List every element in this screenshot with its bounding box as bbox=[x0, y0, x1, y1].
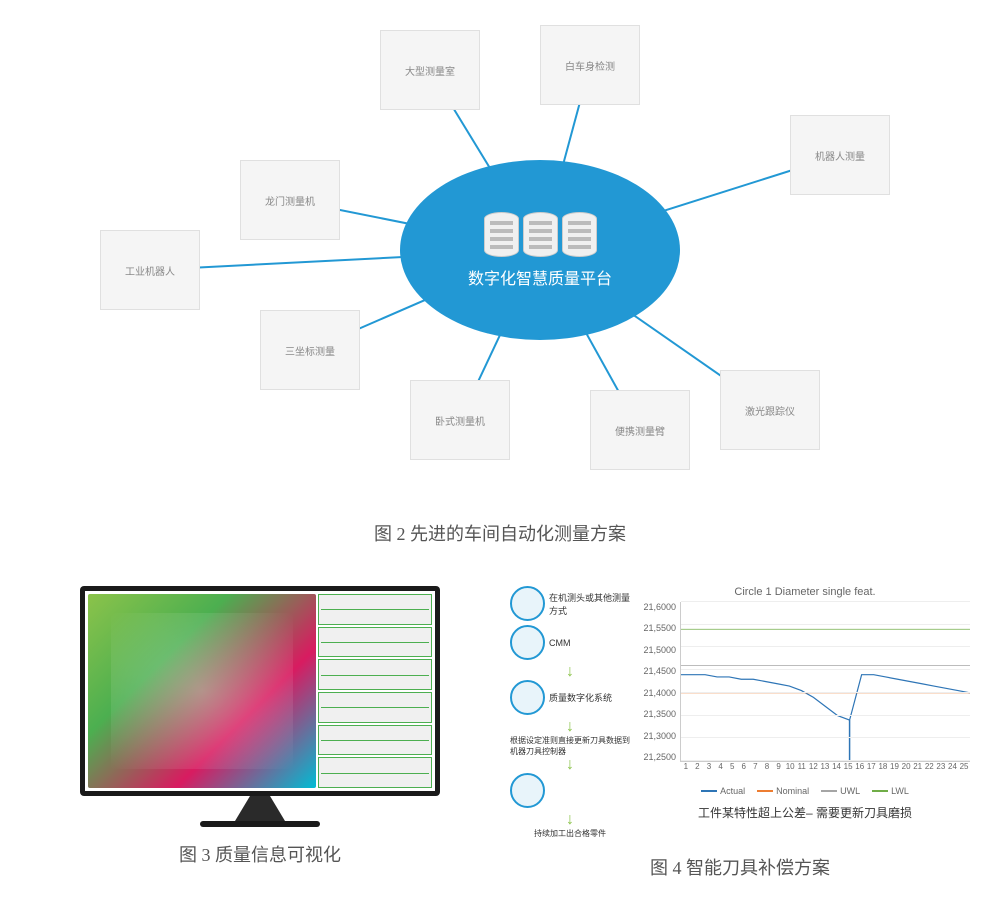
fig4-caption: 图 4 智能刀具补偿方案 bbox=[510, 854, 970, 880]
legend-item: UWL bbox=[821, 786, 860, 796]
x-axis: 1234567891011121314151617181920212223242… bbox=[680, 762, 970, 782]
flow-label-2: CMM bbox=[549, 638, 571, 648]
equipment-node: 便携测量臂 bbox=[590, 390, 690, 470]
server-icons bbox=[484, 212, 597, 257]
monitor bbox=[80, 586, 440, 826]
controller-icon bbox=[510, 773, 545, 808]
legend-item: LWL bbox=[872, 786, 909, 796]
equipment-node: 激光跟踪仪 bbox=[720, 370, 820, 450]
flow-label-4: 根据设定准则直接更新刀具数据到机器刀具控制器 bbox=[510, 735, 630, 757]
flow-label-1: 在机测头或其他测量方式 bbox=[549, 591, 630, 617]
probe-icon bbox=[510, 586, 545, 621]
y-axis: 21,250021,300021,350021,400021,450021,50… bbox=[640, 602, 680, 762]
flow-diagram: 在机测头或其他测量方式 CMM ↓ 质量数字化系统 ↓ 根据设定准则直接更新刀具… bbox=[510, 586, 630, 839]
fig3: 图 3 质量信息可视化 bbox=[30, 586, 490, 880]
flow-label-3: 质量数字化系统 bbox=[549, 691, 612, 704]
equipment-node: 大型测量室 bbox=[380, 30, 480, 110]
cmm-icon bbox=[510, 625, 545, 660]
legend-item: Nominal bbox=[757, 786, 809, 796]
equipment-node: 工业机器人 bbox=[100, 230, 200, 310]
hub: 数字化智慧质量平台 bbox=[400, 160, 680, 340]
legend: Actual Nominal UWL LWL bbox=[640, 786, 970, 796]
fig3-caption: 图 3 质量信息可视化 bbox=[30, 841, 490, 867]
arrow-icon: ↓ bbox=[510, 664, 630, 680]
cad-viewport bbox=[88, 594, 316, 788]
qds-icon bbox=[510, 680, 545, 715]
hub-label: 数字化智慧质量平台 bbox=[468, 265, 612, 289]
line-chart: Circle 1 Diameter single feat. 21,250021… bbox=[640, 586, 970, 839]
equipment-node: 白车身检测 bbox=[540, 25, 640, 105]
chart-panels bbox=[318, 594, 432, 788]
arrow-icon: ↓ bbox=[510, 757, 630, 773]
equipment-node: 机器人测量 bbox=[790, 115, 890, 195]
arrow-icon: ↓ bbox=[510, 719, 630, 735]
equipment-node: 卧式测量机 bbox=[410, 380, 510, 460]
arrow-icon: ↓ bbox=[510, 812, 630, 828]
fig2-diagram: 数字化智慧质量平台 大型测量室白车身检测机器人测量激光跟踪仪便携测量臂卧式测量机… bbox=[0, 0, 1000, 500]
legend-item: Actual bbox=[701, 786, 745, 796]
plot-area bbox=[680, 602, 970, 762]
equipment-node: 龙门测量机 bbox=[240, 160, 340, 240]
flow-label-5: 持续加工出合格零件 bbox=[510, 828, 630, 839]
annotation: 工件某特性超上公差– 需要更新刀具磨损 bbox=[640, 804, 970, 821]
fig2-caption: 图 2 先进的车间自动化测量方案 bbox=[0, 520, 1000, 546]
fig4: 在机测头或其他测量方式 CMM ↓ 质量数字化系统 ↓ 根据设定准则直接更新刀具… bbox=[510, 586, 970, 880]
chart-title: Circle 1 Diameter single feat. bbox=[640, 586, 970, 598]
equipment-node: 三坐标测量 bbox=[260, 310, 360, 390]
